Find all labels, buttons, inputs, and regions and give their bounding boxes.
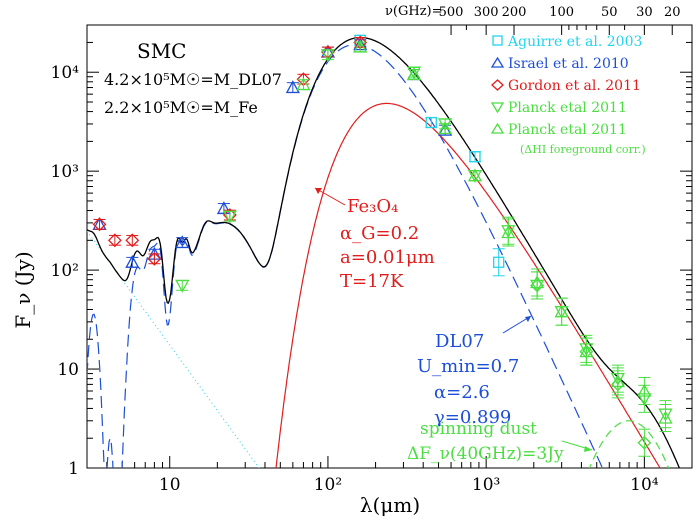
data-point-diamond xyxy=(92,217,107,232)
legend-marker-triangle-up xyxy=(490,56,505,68)
legend-item-gordon: Gordon et al. 2011 xyxy=(491,78,641,94)
top-tick-label: 30 xyxy=(636,5,653,20)
x-axis-label: λ(μm) xyxy=(360,493,420,517)
legend-marker-triangle-down xyxy=(490,102,505,114)
legend-item-planck-2: Planck etal 2011 xyxy=(490,122,627,138)
data-point-triangle-up xyxy=(353,39,368,53)
data-points xyxy=(92,34,673,457)
fe-annotation: Fe₃O₄ α_G=0.2 a=0.01μm T=17K xyxy=(314,187,435,292)
data-point-triangle-up xyxy=(296,77,311,91)
legend-item-israel: Israel et al. 2010 xyxy=(490,56,629,72)
top-tick-label: 20 xyxy=(664,5,681,20)
fe-arrowhead xyxy=(315,188,322,194)
y-tick-label: 1 xyxy=(68,459,79,479)
y-tick-label: 10 xyxy=(57,360,79,380)
fe-label: Fe₃O₄ xyxy=(347,196,398,217)
y-tick-label: 10³ xyxy=(51,162,79,182)
total-model-curve xyxy=(87,36,681,468)
dl07-umin: U_min=0.7 xyxy=(417,356,519,377)
data-point-triangle-up xyxy=(637,383,652,397)
legend-label: Planck etal 2011 xyxy=(508,100,627,116)
data-point-triangle-up xyxy=(437,122,453,136)
data-point-triangle-up xyxy=(658,410,673,424)
mass-dl07-label: 4.2×10⁵M☉=M_DL07 xyxy=(104,70,282,89)
data-point-diamond xyxy=(579,344,594,359)
legend-label: Israel et al. 2010 xyxy=(508,56,629,72)
fe-size: a=0.01μm xyxy=(340,247,435,268)
spinning-label: spinning dust xyxy=(420,419,537,439)
dl07-gamma: γ=0.899 xyxy=(434,407,511,428)
spinning-annotation: spinning dust ΔF_ν(40GHz)=3Jy xyxy=(407,419,593,464)
legend-label: Gordon et al. 2011 xyxy=(508,78,641,94)
data-point-triangle-up xyxy=(554,304,569,318)
x-tick-label: 10³ xyxy=(472,475,500,495)
dl07-label: DL07 xyxy=(435,331,484,352)
top-tick-label: 100 xyxy=(549,5,574,20)
legend-marker-triangle-up xyxy=(490,122,505,134)
data-point-triangle-down xyxy=(437,118,453,132)
data-point-triangle-down xyxy=(222,210,237,224)
data-point-triangle-up xyxy=(467,168,483,182)
data-point-triangle-down xyxy=(175,279,190,293)
legend-label: Planck etal 2011 xyxy=(508,122,627,138)
legend-item-planck-1: Planck etal 2011 xyxy=(490,100,627,116)
y-axis-label: F_ν (Jy) xyxy=(11,251,35,328)
axis-ticks: 10 10² 10³ 10⁴ 1 10 10² 10³ 10⁴ 500 300 200 100 50 30 2… xyxy=(51,5,693,495)
mass-fe-label: 2.2×10⁵M☉=M_Fe xyxy=(104,98,258,117)
legend-note: (ΔHI foreground corr.) xyxy=(520,143,646,156)
data-point-diamond xyxy=(637,435,652,450)
data-point-square xyxy=(493,256,505,268)
spinning-value: ΔF_ν(40GHz)=3Jy xyxy=(407,444,564,464)
data-point-diamond xyxy=(147,251,162,266)
x-tick-label: 10⁴ xyxy=(630,475,659,495)
data-point-triangle-up xyxy=(437,121,453,135)
fe-temp: T=17K xyxy=(340,271,404,292)
data-point-square xyxy=(425,116,437,129)
legend-label: Aguirre et al. 2003 xyxy=(507,34,642,50)
data-point-diamond xyxy=(610,377,625,392)
y-tick-label: 10² xyxy=(51,261,79,281)
dl07-annotation: DL07 U_min=0.7 α=2.6 γ=0.899 xyxy=(417,315,532,428)
top-tick-label: 200 xyxy=(502,5,527,20)
data-point-triangle-up xyxy=(406,67,422,81)
data-point-square xyxy=(469,151,481,163)
plot-frame xyxy=(86,24,693,469)
data-point-triangle-down xyxy=(320,49,336,63)
dl07-arrowhead xyxy=(525,316,531,322)
fe-alpha: α_G=0.2 xyxy=(340,223,419,244)
top-tick-label: 50 xyxy=(601,5,618,20)
legend-marker-square xyxy=(492,35,503,46)
data-point-diamond xyxy=(107,233,122,248)
data-point-diamond xyxy=(125,233,140,248)
legend-item-aguirre: Aguirre et al. 2003 xyxy=(492,34,642,50)
galaxy-label: SMC xyxy=(137,39,186,63)
data-point-triangle-up xyxy=(285,80,300,94)
data-point-triangle-up xyxy=(501,225,516,239)
data-point-triangle-up xyxy=(125,254,140,268)
spinning-arrowhead xyxy=(584,446,592,452)
legend: Aguirre et al. 2003 Israel et al. 2010 G… xyxy=(490,34,646,156)
data-point-diamond xyxy=(530,278,545,293)
top-tick-label: 500 xyxy=(439,5,464,20)
data-point-triangle-up xyxy=(216,201,231,215)
top-tick-label: 300 xyxy=(474,5,499,20)
legend-marker-diamond xyxy=(491,79,504,91)
x-tick-label: 10² xyxy=(314,475,342,495)
stellar-curve xyxy=(87,230,260,468)
top-axis-label: ν(GHz)= xyxy=(385,4,443,19)
y-tick-label: 10⁴ xyxy=(51,63,80,83)
data-point-triangle-up xyxy=(175,235,190,249)
dl07-alpha: α=2.6 xyxy=(434,382,490,403)
spinning-dust-curve xyxy=(588,420,670,468)
x-tick-label: 10 xyxy=(159,475,181,495)
